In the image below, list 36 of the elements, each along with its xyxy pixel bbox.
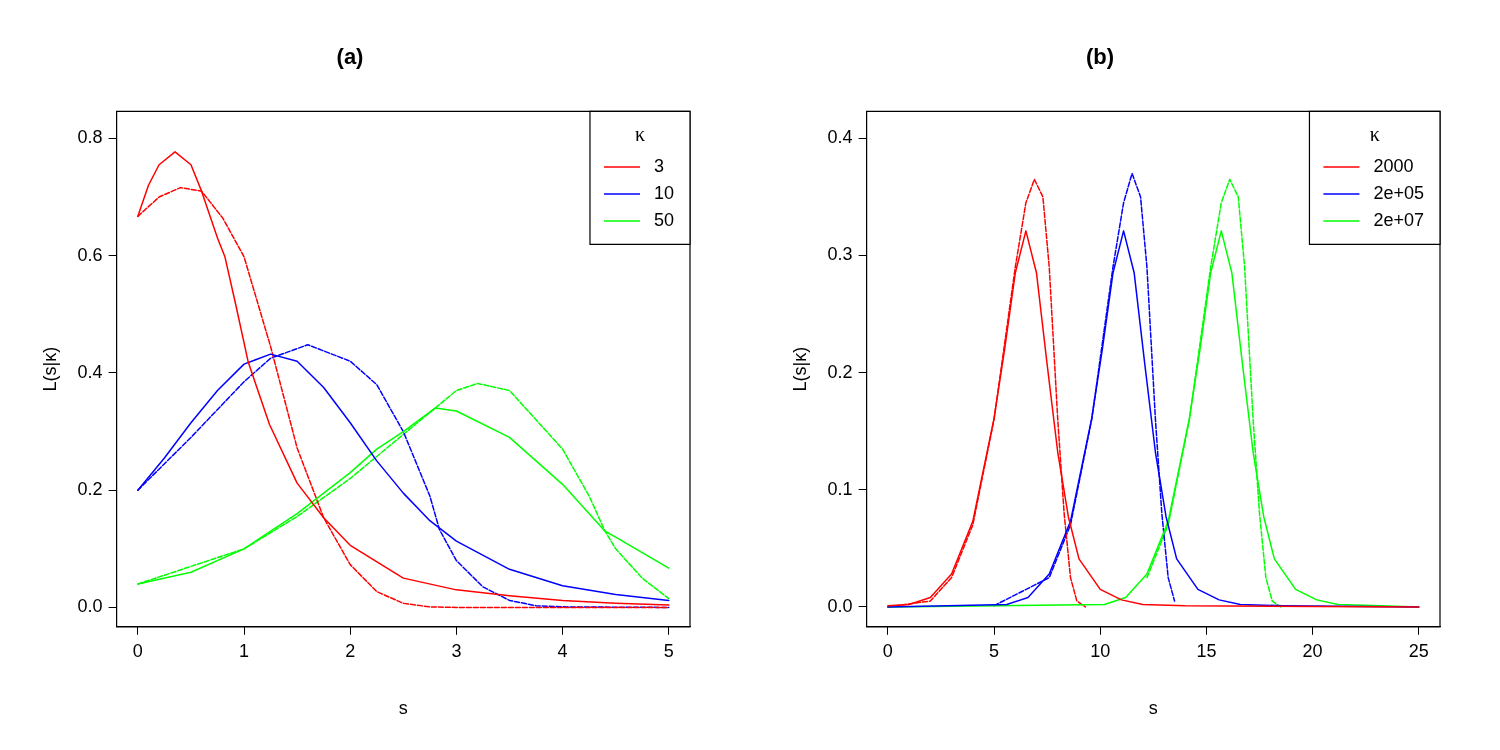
x-axis-title: s bbox=[1148, 698, 1158, 719]
y-tick-label: 0.4 bbox=[827, 127, 853, 148]
legend-label: 2e+05 bbox=[1373, 182, 1425, 203]
y-tick-label: 0.4 bbox=[77, 361, 103, 382]
x-tick-label: 20 bbox=[1302, 640, 1323, 661]
x-tick-label: 1 bbox=[239, 640, 250, 661]
y-axis-title: L(s|κ) bbox=[789, 346, 810, 392]
y-tick-label: 0.2 bbox=[827, 361, 853, 382]
legend-title: κ bbox=[634, 122, 646, 145]
legend-title: κ bbox=[1369, 122, 1380, 145]
legend-label: 50 bbox=[653, 209, 675, 230]
legend-label: 2e+07 bbox=[1373, 209, 1425, 230]
x-tick-label: 0 bbox=[882, 640, 893, 661]
y-tick-label: 0.0 bbox=[77, 596, 103, 617]
y-tick-label: 0.0 bbox=[827, 595, 853, 616]
y-axis-title: L(s|κ) bbox=[39, 346, 60, 392]
x-tick-label: 10 bbox=[1090, 640, 1111, 661]
legend-label: 2000 bbox=[1373, 155, 1414, 176]
y-tick-label: 0.1 bbox=[827, 478, 853, 499]
x-tick-label: 5 bbox=[663, 640, 674, 661]
y-tick-label: 0.8 bbox=[77, 127, 103, 148]
y-tick-label: 0.6 bbox=[77, 244, 103, 265]
x-tick-label: 3 bbox=[451, 640, 462, 661]
x-tick-label: 0 bbox=[132, 640, 143, 661]
x-tick-label: 4 bbox=[557, 640, 568, 661]
legend-label: 10 bbox=[653, 182, 675, 203]
legend-label: 3 bbox=[653, 155, 664, 176]
x-tick-label: 5 bbox=[989, 640, 1000, 661]
chart-title: (a) bbox=[336, 44, 364, 70]
x-tick-label: 2 bbox=[345, 640, 356, 661]
x-tick-label: 15 bbox=[1196, 640, 1217, 661]
chart-title: (b) bbox=[1085, 44, 1115, 70]
x-axis-title: s bbox=[398, 698, 408, 719]
x-tick-label: 25 bbox=[1408, 640, 1429, 661]
y-tick-label: 0.2 bbox=[77, 479, 103, 500]
y-tick-label: 0.3 bbox=[827, 244, 853, 265]
